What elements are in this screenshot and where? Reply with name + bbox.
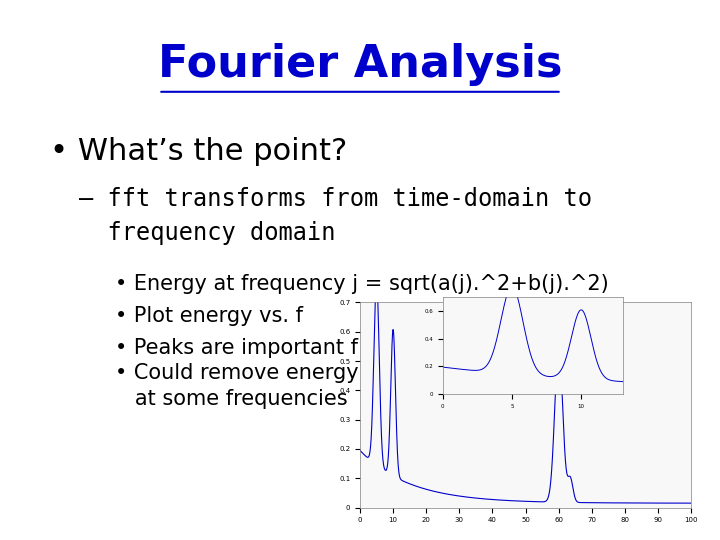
Text: – fft transforms from time-domain to
  frequency domain: – fft transforms from time-domain to fre… <box>79 187 593 245</box>
Text: • What’s the point?: • What’s the point? <box>50 137 348 166</box>
Text: Fourier Analysis: Fourier Analysis <box>158 43 562 86</box>
Text: • Plot energy vs. f: • Plot energy vs. f <box>115 306 303 326</box>
Text: • Could remove energy
   at some frequencies: • Could remove energy at some frequencie… <box>115 363 359 409</box>
Text: • Peaks are important f’s: • Peaks are important f’s <box>115 338 376 359</box>
Text: • Energy at frequency j = sqrt(a(j).^2+b(j).^2): • Energy at frequency j = sqrt(a(j).^2+b… <box>115 273 609 294</box>
